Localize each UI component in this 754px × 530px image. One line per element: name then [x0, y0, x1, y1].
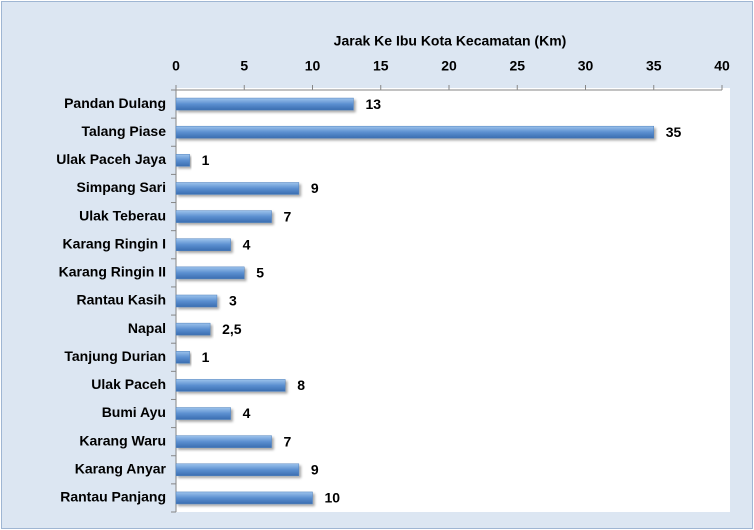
bar: [175, 125, 654, 139]
y-tick-label: Ulak Paceh: [91, 376, 166, 392]
y-tick-label: Ulak Paceh Jaya: [56, 151, 166, 167]
y-tick-label: Karang Ringin I: [63, 235, 166, 251]
value-label: 7: [284, 433, 292, 449]
value-label: 5: [256, 265, 264, 281]
y-tick-label: Talang Piase: [81, 123, 166, 139]
x-tick-label: 20: [441, 58, 457, 74]
bar: [175, 463, 300, 477]
bar: [175, 294, 218, 308]
bar: [175, 238, 231, 251]
plot-area: [176, 88, 730, 512]
x-tick-label: 40: [714, 58, 730, 74]
value-label: 35: [666, 124, 682, 140]
bar: [175, 351, 190, 364]
value-label: 1: [202, 349, 210, 365]
x-tick-label: 5: [240, 58, 248, 74]
bar: [175, 435, 272, 448]
value-label: 3: [229, 293, 237, 309]
y-tick-label: Tanjung Durian: [64, 348, 166, 364]
x-tick-label: 15: [373, 58, 389, 74]
bar: [175, 266, 245, 280]
y-tick-label: Pandan Dulang: [64, 95, 166, 111]
y-tick-label: Rantau Panjang: [60, 489, 166, 505]
value-label: 2,5: [222, 321, 242, 337]
value-label: 10: [325, 490, 341, 506]
bar: [175, 97, 354, 111]
x-tick-label: 35: [646, 58, 662, 74]
y-tick-label: Karang Waru: [79, 432, 166, 448]
bar: [175, 322, 211, 336]
bar: [175, 491, 313, 505]
x-tick-label: 0: [172, 58, 180, 74]
bar: [175, 210, 272, 223]
value-label: 4: [243, 405, 251, 421]
y-tick-label: Karang Anyar: [75, 461, 167, 477]
y-tick-label: Napal: [128, 320, 166, 336]
chart-title: Jarak Ke Ibu Kota Kecamatan (Km): [334, 33, 567, 49]
y-tick-label: Bumi Ayu: [102, 404, 166, 420]
x-tick-label: 10: [305, 58, 321, 74]
bar: [175, 154, 190, 167]
bar: [175, 379, 286, 392]
y-tick-label: Karang Ringin II: [59, 264, 166, 280]
bar: [175, 407, 231, 420]
bar: [175, 182, 300, 195]
value-label: 4: [243, 236, 251, 252]
y-tick-label: Rantau Kasih: [77, 292, 166, 308]
value-label: 8: [297, 377, 305, 393]
y-tick-label: Simpang Sari: [77, 179, 166, 195]
value-label: 9: [311, 180, 319, 196]
value-label: 9: [311, 462, 319, 478]
value-label: 1: [202, 152, 210, 168]
value-label: 7: [284, 208, 292, 224]
y-tick-label: Ulak Teberau: [79, 207, 166, 223]
x-tick-label: 25: [509, 58, 525, 74]
value-label: 13: [365, 96, 381, 112]
x-tick-label: 30: [578, 58, 594, 74]
